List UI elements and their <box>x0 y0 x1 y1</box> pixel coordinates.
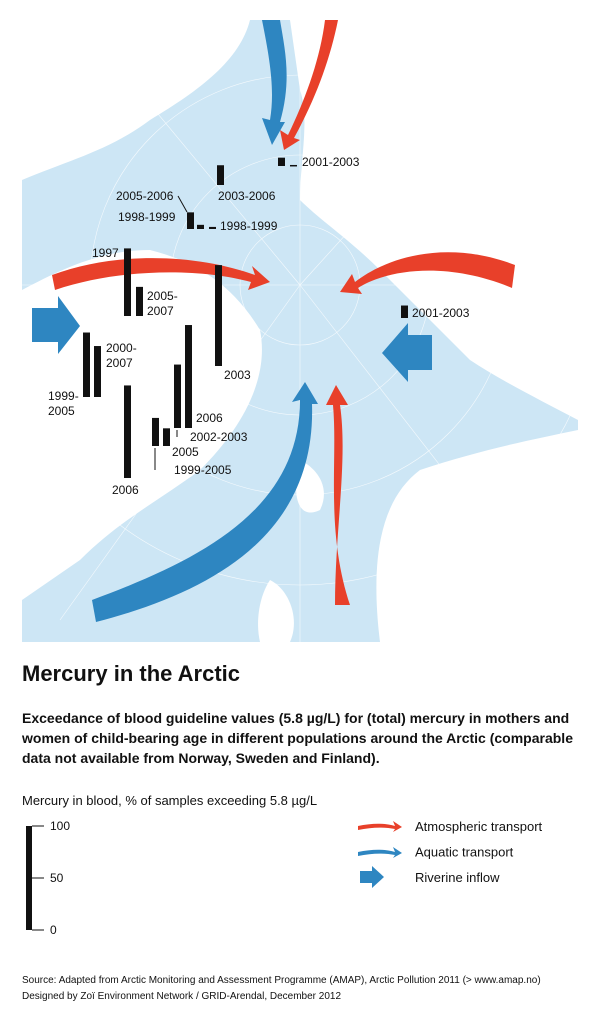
scale-label: Mercury in blood, % of samples exceeding… <box>22 793 317 808</box>
population-label: 1998-1999 <box>118 210 176 224</box>
population-bar <box>124 385 131 478</box>
population-label: 1997 <box>92 246 119 260</box>
credit: Designed by Zoï Environment Network / GR… <box>22 991 341 1002</box>
population-bar <box>187 212 194 229</box>
legend: Atmospheric transport Aquatic transport Ri… <box>358 819 543 888</box>
subtitle: Exceedance of blood guideline values (5.… <box>22 710 573 766</box>
title: Mercury in the Arctic <box>22 661 240 686</box>
atmospheric-arrow <box>340 252 515 294</box>
population-bar <box>163 428 170 446</box>
population-bar <box>217 165 224 185</box>
scale-tick-label: 50 <box>50 871 64 885</box>
population-label: 1999-2005 <box>174 463 232 477</box>
scale: 0 50 100 <box>26 819 70 937</box>
legend-atmospheric <box>358 821 402 832</box>
population-label: 2007 <box>106 356 133 370</box>
graticule <box>22 20 578 642</box>
subtitle-box: Exceedance of blood guideline values (5.… <box>22 710 573 766</box>
population-bar <box>401 305 408 318</box>
population-bar <box>215 265 222 366</box>
population-label: 2007 <box>147 304 174 318</box>
population-label: 2003-2006 <box>218 189 276 203</box>
population-label: 2006 <box>112 483 139 497</box>
land <box>290 20 578 420</box>
land <box>376 430 578 642</box>
riverine-arrow <box>382 323 432 382</box>
map <box>22 20 578 642</box>
population-label: 2005 <box>48 404 75 418</box>
source: Source: Adapted from Arctic Monitoring a… <box>22 975 541 986</box>
aquatic-arrow <box>92 382 318 622</box>
legend-label: Riverine inflow <box>415 870 500 885</box>
population-label: 2003 <box>224 368 251 382</box>
scale-bar <box>26 826 32 930</box>
population-label: 2000- <box>106 341 137 355</box>
population-label: 2002-2003 <box>190 430 248 444</box>
population-label: 2001-2003 <box>302 155 360 169</box>
population-label: 2005 <box>172 445 199 459</box>
population-bar <box>185 325 192 428</box>
scale-tick-label: 0 <box>50 923 57 937</box>
population-bars: 2001-20032003-20062005-20061998-19991998… <box>48 155 470 497</box>
legend-label: Aquatic transport <box>415 845 514 860</box>
legend-aquatic <box>358 847 402 858</box>
population-bar <box>152 417 159 446</box>
legend-label: Atmospheric transport <box>415 819 543 834</box>
population-label: 1998-1999 <box>220 219 278 233</box>
atmospheric-arrow <box>326 385 350 605</box>
population-bar <box>209 226 216 229</box>
population-bar <box>278 157 285 166</box>
label-connector <box>177 195 188 213</box>
aquatic-arrow <box>262 20 287 145</box>
population-bar <box>94 346 101 397</box>
population-label: 2005-2006 <box>116 189 174 203</box>
population-label: 1999- <box>48 389 79 403</box>
population-bar <box>124 248 131 316</box>
riverine-arrow <box>32 296 80 354</box>
population-label: 2006 <box>196 411 223 425</box>
population-label: 2005- <box>147 289 178 303</box>
population-bar <box>174 364 181 428</box>
population-bar <box>83 332 90 397</box>
land <box>296 460 324 513</box>
land <box>22 20 250 180</box>
land <box>22 250 262 600</box>
scale-tick-label: 100 <box>50 819 70 833</box>
land <box>258 580 294 642</box>
population-bar <box>197 224 204 229</box>
atmospheric-arrow <box>280 20 338 150</box>
population-bar <box>136 286 143 316</box>
population-bar <box>290 164 297 167</box>
population-label: 2001-2003 <box>412 306 470 320</box>
legend-riverine <box>360 866 384 888</box>
